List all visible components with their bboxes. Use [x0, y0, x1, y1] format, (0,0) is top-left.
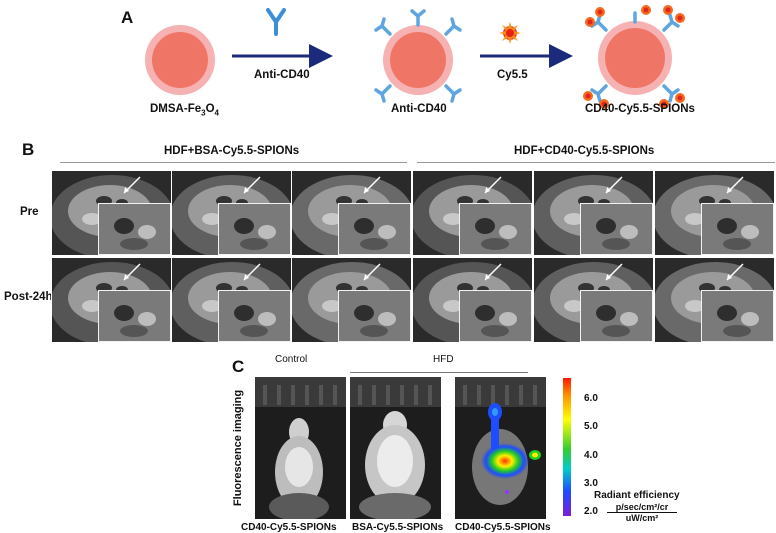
- mri-inset-zoom: [459, 203, 532, 255]
- arrow-1-label: Anti-CD40: [254, 69, 310, 81]
- mri-slice-image: [291, 170, 412, 256]
- panel-a-diagram: [145, 5, 685, 109]
- colorbar-unit-denominator: uW/cm²: [625, 513, 659, 523]
- colorbar-title: Radiant efficiency: [594, 490, 680, 501]
- mri-slice-image: [171, 257, 292, 343]
- cy55-dye-icon: [499, 22, 521, 44]
- caption-bsa: BSA-Cy5.5-SPIONs: [352, 522, 444, 533]
- hfd-line: [350, 372, 528, 373]
- mri-inset-zoom: [338, 290, 411, 342]
- mri-slice-image: [533, 257, 654, 343]
- colorbar-tick-4: 4.0: [584, 450, 598, 461]
- dmsa-particle: [145, 25, 215, 95]
- hfd-header: HFD: [433, 354, 454, 365]
- panel-a-letter: A: [121, 8, 134, 27]
- colorbar-tick-5: 5.0: [584, 421, 598, 432]
- colorbar-tick-6: 6.0: [584, 393, 598, 404]
- group-bsa-line: [60, 162, 407, 163]
- mri-slice-image: [51, 257, 172, 343]
- control-header: Control: [275, 354, 308, 365]
- mouse-bsa-image: [350, 377, 441, 519]
- fluorescence-imaging-label: Fluorescence imaging: [232, 389, 245, 507]
- mri-slice-image: [654, 257, 775, 343]
- caption-cd40: CD40-Cy5.5-SPIONs: [455, 522, 551, 533]
- mri-slice-image: [51, 170, 172, 256]
- colorbar-unit-numerator: p/sec/cm²/cr: [607, 502, 677, 513]
- group-cd40-label: HDF+CD40-Cy5.5-SPIONs: [514, 145, 655, 157]
- mri-inset-zoom: [218, 203, 291, 255]
- mri-inset-zoom: [580, 290, 653, 342]
- mri-inset-zoom: [459, 290, 532, 342]
- mri-slice-image: [171, 170, 292, 256]
- panel-b-letter: B: [22, 140, 35, 159]
- mri-slice-image: [291, 257, 412, 343]
- dmsa-fe3o4-label: DMSA-Fe3O4: [150, 103, 219, 118]
- mri-slice-image: [412, 257, 533, 343]
- mri-inset-zoom: [338, 203, 411, 255]
- group-bsa-label: HDF+BSA-Cy5.5-SPIONs: [164, 145, 300, 157]
- cd40-cy55-spion-particle: [583, 5, 685, 109]
- mri-slice-image: [412, 170, 533, 256]
- colorbar-tick-3: 3.0: [584, 478, 598, 489]
- panel-c-letter: C: [232, 357, 245, 376]
- row-pre-label: Pre: [20, 206, 39, 218]
- row-post-label: Post-24h: [4, 291, 53, 303]
- colorbar: [563, 378, 571, 516]
- mouse-cd40-image: [455, 377, 546, 519]
- mri-inset-zoom: [701, 203, 774, 255]
- colorbar-tick-2: 2.0: [584, 506, 598, 517]
- caption-control: CD40-Cy5.5-SPIONs: [241, 522, 337, 533]
- mri-inset-zoom: [701, 290, 774, 342]
- group-cd40-line: [417, 162, 775, 163]
- mouse-control-image: [255, 377, 346, 519]
- mri-inset-zoom: [218, 290, 291, 342]
- mri-inset-zoom: [98, 203, 171, 255]
- anti-cd40-label: Anti-CD40: [391, 103, 447, 115]
- mri-slice-image: [533, 170, 654, 256]
- mri-slice-image: [654, 170, 775, 256]
- arrow-2-label: Cy5.5: [497, 69, 528, 81]
- mri-inset-zoom: [98, 290, 171, 342]
- cd40-cy55-spions-label: CD40-Cy5.5-SPIONs: [585, 103, 695, 115]
- anti-cd40-particle: [374, 9, 462, 103]
- mri-inset-zoom: [580, 203, 653, 255]
- antibody-icon: [266, 8, 286, 36]
